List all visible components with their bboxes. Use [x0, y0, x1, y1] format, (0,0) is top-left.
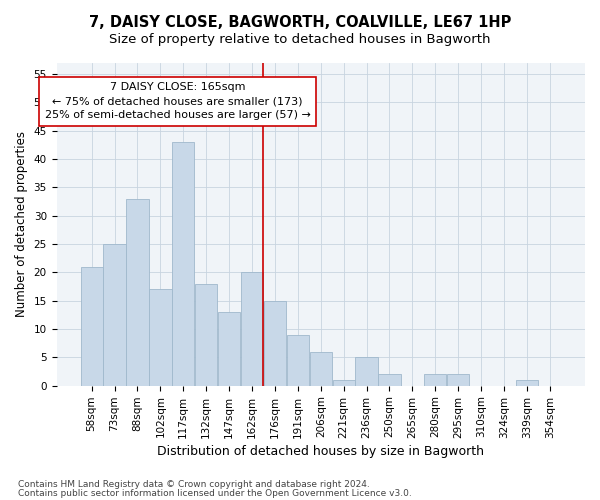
Bar	[264, 300, 286, 386]
Y-axis label: Number of detached properties: Number of detached properties	[15, 131, 28, 317]
Bar	[516, 380, 538, 386]
Text: 7, DAISY CLOSE, BAGWORTH, COALVILLE, LE67 1HP: 7, DAISY CLOSE, BAGWORTH, COALVILLE, LE6…	[89, 15, 511, 30]
Text: Contains public sector information licensed under the Open Government Licence v3: Contains public sector information licen…	[18, 488, 412, 498]
Text: Contains HM Land Registry data © Crown copyright and database right 2024.: Contains HM Land Registry data © Crown c…	[18, 480, 370, 489]
Bar	[424, 374, 446, 386]
X-axis label: Distribution of detached houses by size in Bagworth: Distribution of detached houses by size …	[157, 444, 484, 458]
Bar	[447, 374, 469, 386]
Text: Size of property relative to detached houses in Bagworth: Size of property relative to detached ho…	[109, 32, 491, 46]
Bar	[149, 290, 172, 386]
Bar	[172, 142, 194, 386]
Bar	[310, 352, 332, 386]
Text: 7 DAISY CLOSE: 165sqm
← 75% of detached houses are smaller (173)
25% of semi-det: 7 DAISY CLOSE: 165sqm ← 75% of detached …	[44, 82, 311, 120]
Bar	[287, 334, 309, 386]
Bar	[103, 244, 125, 386]
Bar	[218, 312, 240, 386]
Bar	[241, 272, 263, 386]
Bar	[80, 266, 103, 386]
Bar	[379, 374, 401, 386]
Bar	[195, 284, 217, 386]
Bar	[332, 380, 355, 386]
Bar	[355, 358, 377, 386]
Bar	[127, 198, 149, 386]
